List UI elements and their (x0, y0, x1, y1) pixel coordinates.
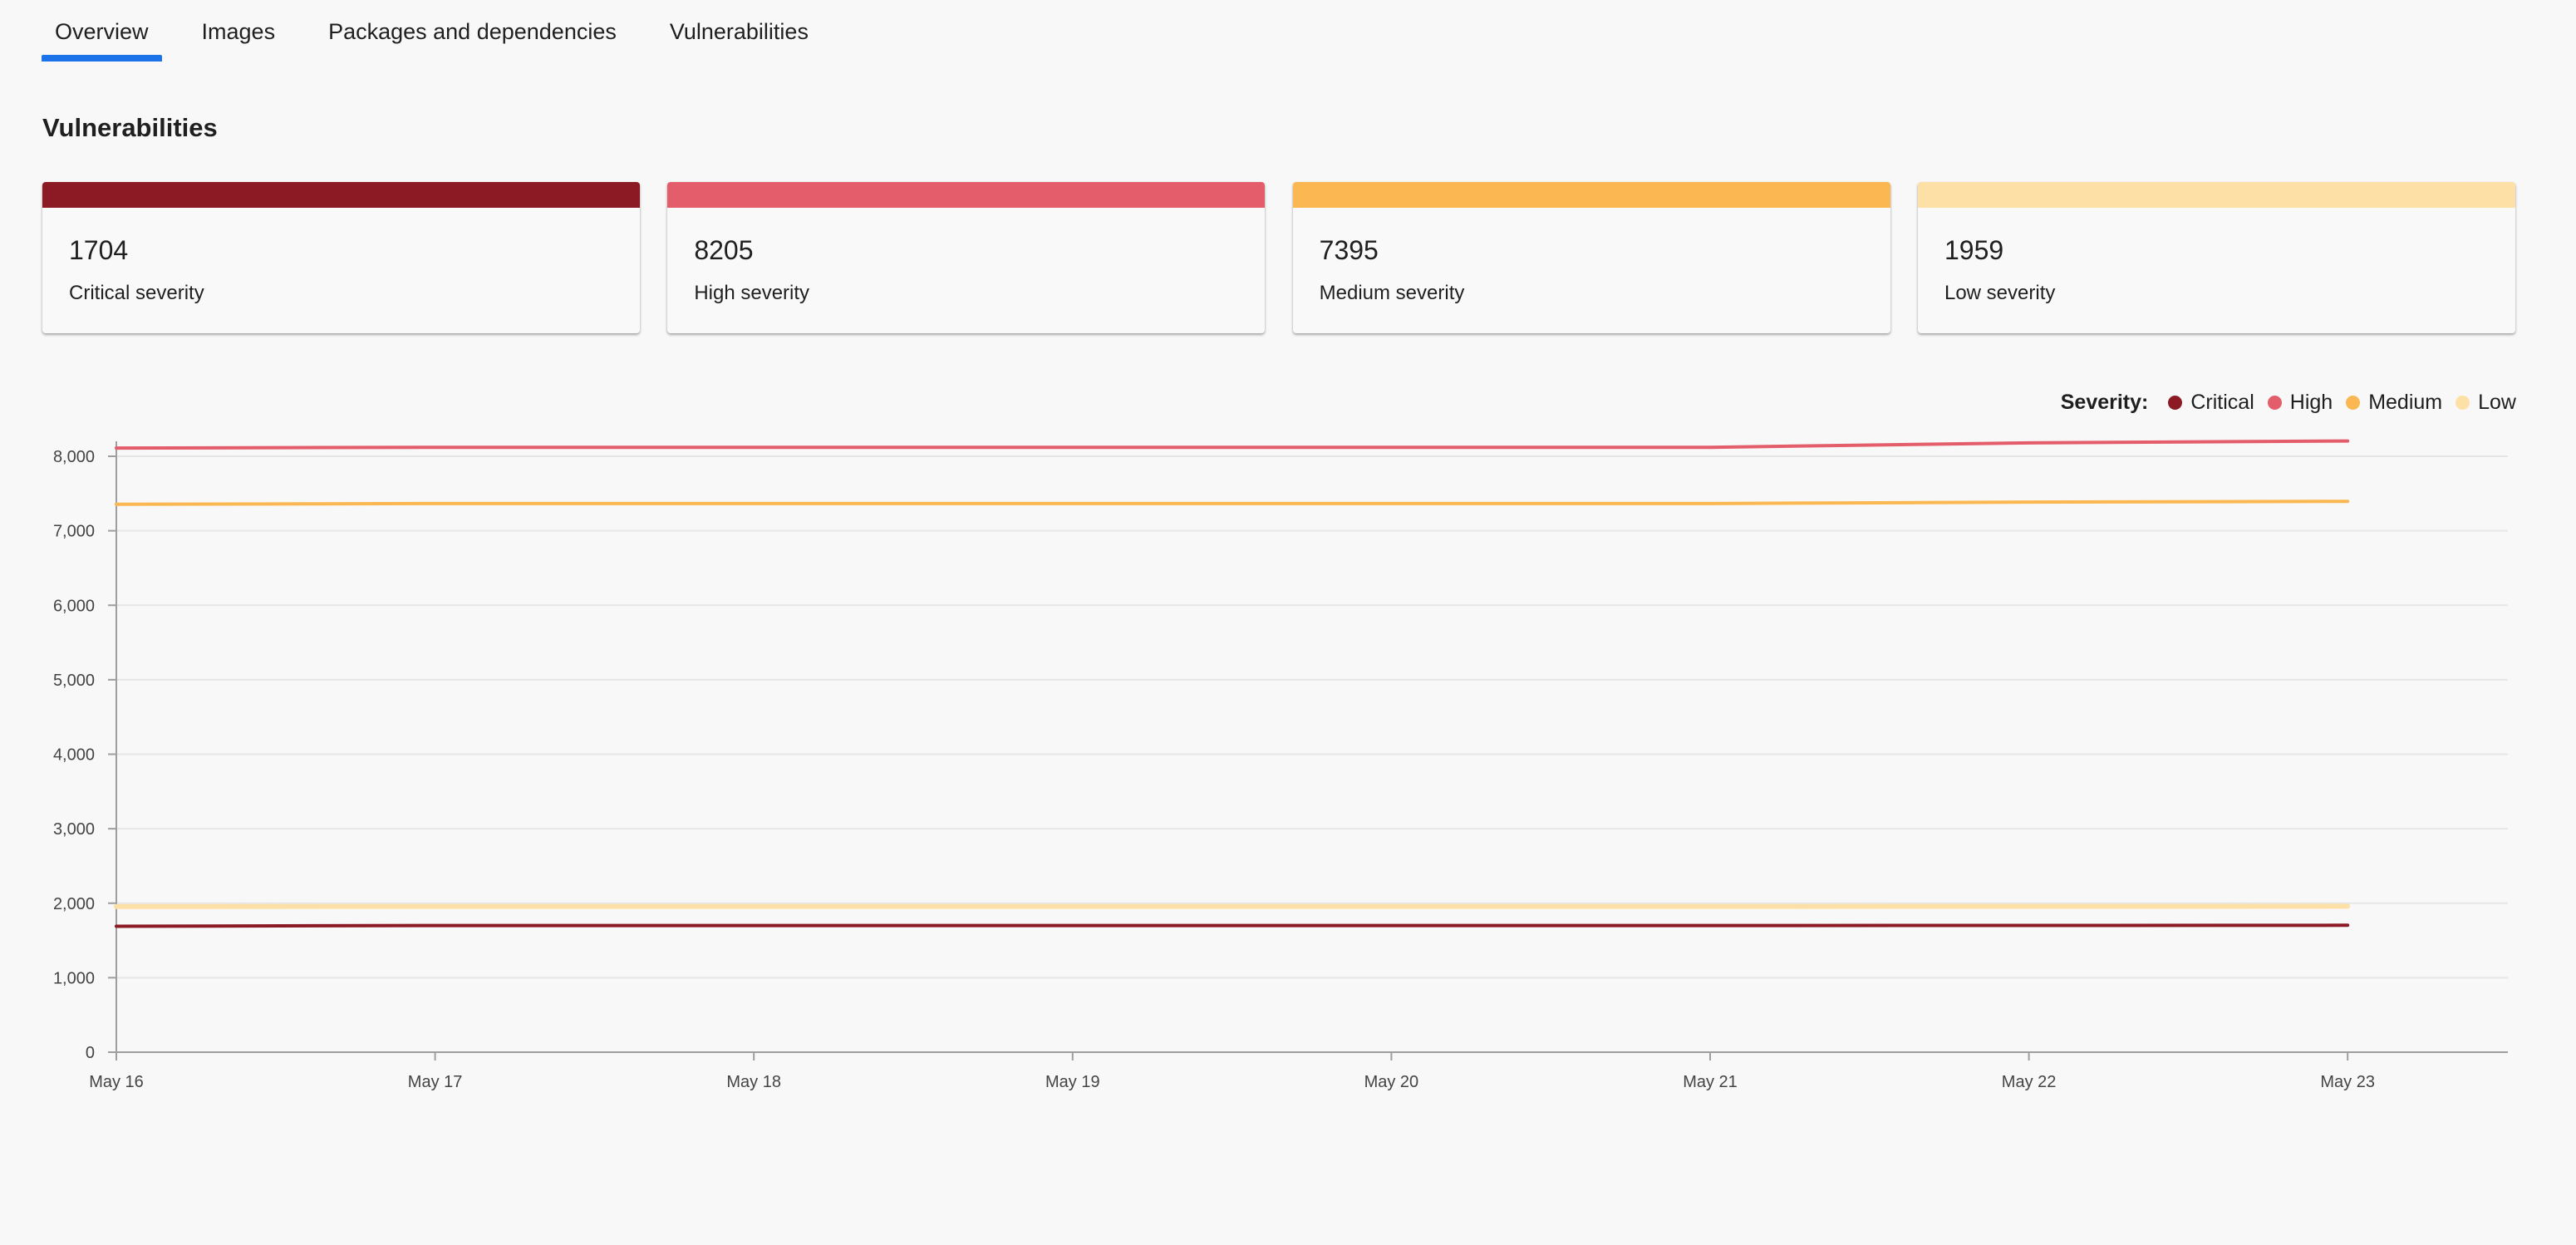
legend-item-high[interactable]: High (2267, 391, 2333, 415)
series-line-high (115, 439, 2350, 450)
y-tick-label: 3,000 (53, 820, 95, 839)
x-tick-label: May 21 (1683, 1073, 1738, 1091)
tab-packages-and-dependencies[interactable]: Packages and dependencies (328, 19, 617, 44)
high-color-bar (667, 182, 1266, 208)
high-dot-icon (2267, 396, 2282, 410)
legend-item-medium[interactable]: Medium (2346, 391, 2442, 415)
y-tick-label: 2,000 (53, 895, 95, 913)
critical-dot-icon (2168, 396, 2183, 410)
y-tick-label: 1,000 (53, 969, 95, 987)
legend-label-high: High (2289, 391, 2333, 414)
critical-label: Critical severity (69, 282, 204, 304)
low-label: Low severity (1944, 282, 2056, 304)
x-tick-label: May 22 (2002, 1073, 2057, 1091)
tab-vulnerabilities[interactable]: Vulnerabilities (669, 19, 809, 44)
legend-item-low[interactable]: Low (2456, 391, 2516, 415)
tab-overview[interactable]: Overview (42, 0, 162, 62)
high-severity-card[interactable]: 8205 High severity (667, 182, 1266, 333)
chart-legend: Severity: Critical High Medium Low (2061, 391, 2516, 415)
critical-color-bar (42, 182, 640, 208)
x-tick-label: May 16 (89, 1073, 144, 1091)
x-tick-label: May 23 (2320, 1073, 2375, 1091)
legend-item-critical[interactable]: Critical (2168, 391, 2254, 415)
medium-severity-card[interactable]: 7395 Medium severity (1292, 182, 1890, 333)
x-tick-label: May 18 (726, 1073, 781, 1091)
legend-label-medium: Medium (2368, 391, 2443, 414)
critical-count: 1704 (69, 235, 129, 265)
medium-dot-icon (2346, 396, 2361, 410)
y-tick-label: 5,000 (53, 672, 95, 690)
y-tick-label: 6,000 (53, 597, 95, 615)
y-tick-label: 7,000 (53, 523, 95, 541)
legend-label-low: Low (2478, 391, 2516, 414)
series-line-medium (115, 499, 2350, 506)
medium-label: Medium severity (1319, 282, 1465, 304)
vulnerability-trend-chart: 0 1,000 2,000 3,000 4,000 5,000 6,000 7,000 8,00… (53, 439, 2508, 1091)
series-line-critical (115, 923, 2350, 928)
tab-images[interactable]: Images (201, 19, 276, 44)
low-severity-card[interactable]: 1959 Low severity (1917, 182, 2515, 333)
y-tick-label: 0 (86, 1044, 95, 1062)
legend-label-critical: Critical (2190, 391, 2254, 414)
high-count: 8205 (694, 235, 754, 265)
low-count: 1959 (1944, 235, 2004, 265)
x-tick-label: May 17 (408, 1073, 463, 1091)
tab-bar: Overview Images Packages and dependencie… (42, 0, 822, 62)
low-color-bar (1917, 182, 2515, 208)
medium-color-bar (1292, 182, 1890, 208)
x-tick-label: May 20 (1364, 1073, 1419, 1091)
x-tick-label: May 19 (1045, 1073, 1100, 1091)
legend-title: Severity: (2060, 391, 2149, 414)
critical-severity-card[interactable]: 1704 Critical severity (42, 182, 640, 333)
y-tick-label: 4,000 (53, 746, 95, 765)
high-label: High severity (694, 282, 810, 304)
severity-cards: 1704 Critical severity 8205 High severit… (42, 182, 2515, 333)
medium-count: 7395 (1319, 235, 1379, 265)
low-dot-icon (2456, 396, 2470, 410)
section-title: Vulnerabilities (42, 113, 218, 142)
y-tick-label: 8,000 (53, 448, 95, 466)
